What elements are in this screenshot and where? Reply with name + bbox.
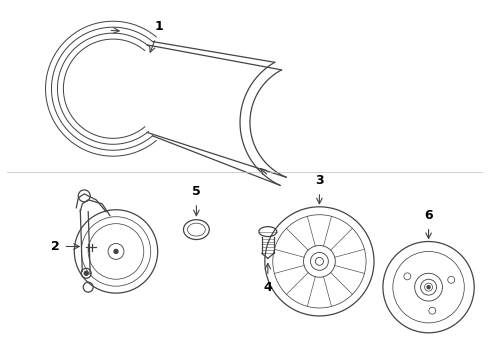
Circle shape: [84, 271, 88, 275]
Text: 1: 1: [154, 20, 163, 33]
Circle shape: [426, 286, 429, 289]
Text: 3: 3: [314, 174, 323, 187]
Circle shape: [114, 249, 118, 253]
Text: 5: 5: [192, 185, 201, 198]
Text: 6: 6: [424, 209, 432, 222]
Text: 2: 2: [51, 240, 60, 253]
Text: 4: 4: [263, 281, 272, 294]
